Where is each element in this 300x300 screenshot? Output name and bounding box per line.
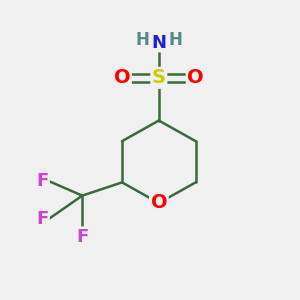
Text: F: F: [36, 210, 48, 228]
Text: O: O: [187, 68, 204, 87]
Text: H: H: [168, 31, 182, 49]
Text: F: F: [36, 172, 48, 190]
Text: F: F: [76, 228, 88, 246]
Text: H: H: [136, 31, 150, 49]
Text: N: N: [151, 34, 166, 52]
Text: S: S: [152, 68, 166, 87]
Text: O: O: [151, 194, 167, 212]
Text: O: O: [114, 68, 130, 87]
